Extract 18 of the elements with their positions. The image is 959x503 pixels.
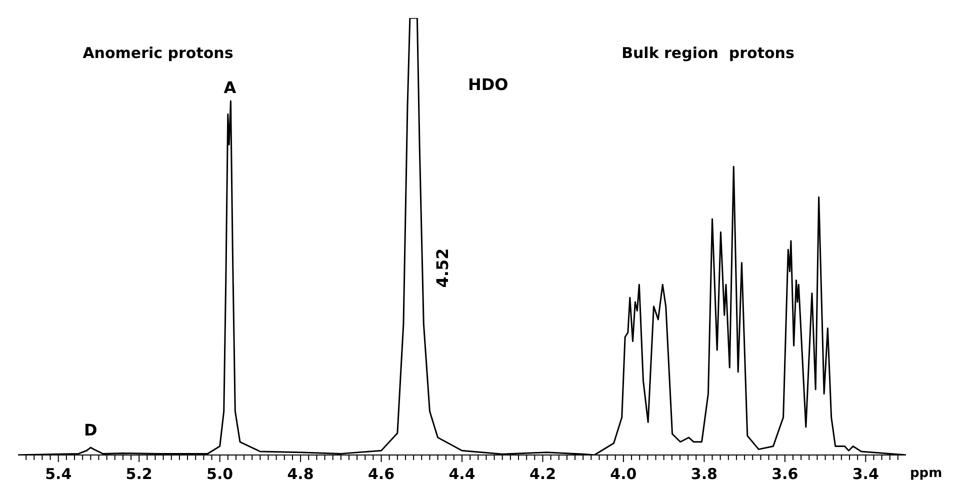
x-tick-label: 4.0 — [610, 465, 637, 483]
x-axis-title: ppm — [910, 466, 942, 481]
x-tick-label: 5.2 — [126, 465, 152, 483]
annotation: Anomeric protons — [82, 44, 234, 62]
annotation: A — [224, 78, 237, 98]
annotation: 4.52 — [433, 248, 452, 288]
x-tick-label: 4.4 — [448, 465, 476, 483]
annotation: HDO — [468, 75, 508, 94]
x-tick-label: 4.2 — [529, 465, 556, 483]
x-tick-label: 4.6 — [368, 465, 395, 483]
x-tick-label: 3.6 — [772, 465, 798, 483]
annotation: D — [84, 420, 98, 440]
x-tick-label: 5.4 — [45, 465, 72, 483]
x-tick-label: 3.8 — [690, 465, 718, 483]
x-tick-label: 4.8 — [287, 465, 314, 483]
x-tick-label: 3.4 — [852, 465, 879, 483]
annotation: Bulk region protons — [622, 44, 794, 62]
x-tick-label: 5.0 — [206, 465, 234, 483]
